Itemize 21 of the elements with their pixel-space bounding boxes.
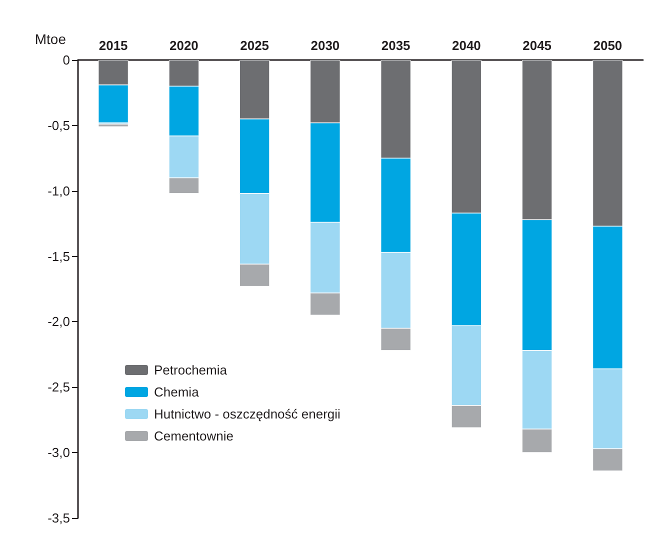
legend-label: Petrochemia xyxy=(154,362,228,378)
x-tick-label: 2020 xyxy=(169,38,198,53)
x-tick-label: 2025 xyxy=(240,38,270,53)
x-tick-label: 2035 xyxy=(381,38,410,53)
y-tick-label: -1,5 xyxy=(48,248,70,264)
x-tick-label: 2045 xyxy=(522,38,552,53)
y-tick-label: -3,5 xyxy=(48,510,70,526)
x-tick-label: 2030 xyxy=(310,38,340,53)
y-tick-label: -2,0 xyxy=(48,314,70,330)
legend-label: Hutnictwo - oszczędność energii xyxy=(154,406,341,422)
x-tick-label: 2050 xyxy=(593,38,622,53)
legend-label: Cementownie xyxy=(154,428,234,444)
x-tick-label: 2040 xyxy=(452,38,481,53)
y-tick-label: 0 xyxy=(62,52,70,68)
x-tick-label: 2015 xyxy=(98,38,128,53)
y-tick-label: -2,5 xyxy=(48,380,70,395)
y-tick-label: -0,5 xyxy=(48,118,70,133)
y-tick-label: -1,0 xyxy=(48,183,70,198)
legend-label: Chemia xyxy=(154,384,200,400)
y-tick-label: -3,0 xyxy=(48,445,70,460)
y-axis-title: Mtoe xyxy=(34,31,66,47)
